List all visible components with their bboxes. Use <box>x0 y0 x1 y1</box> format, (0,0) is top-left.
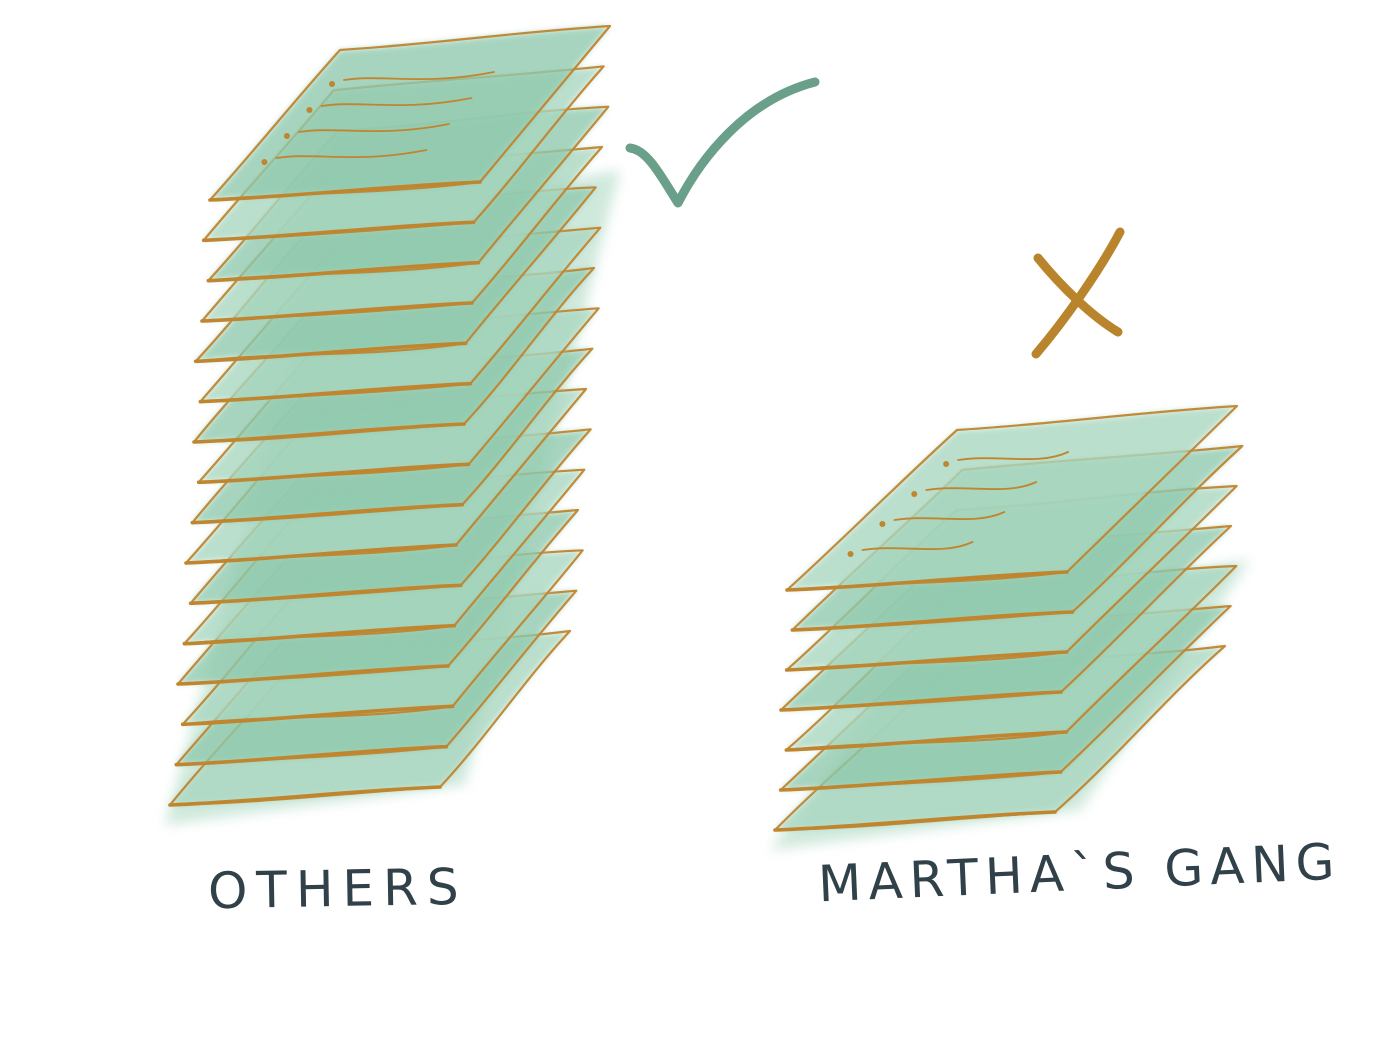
others-label: OTHERS <box>207 857 469 921</box>
checkmark-icon <box>625 77 820 208</box>
cross-icon <box>1031 227 1125 359</box>
tall-paper-stack <box>165 24 620 825</box>
short-paper-stack <box>770 404 1250 850</box>
